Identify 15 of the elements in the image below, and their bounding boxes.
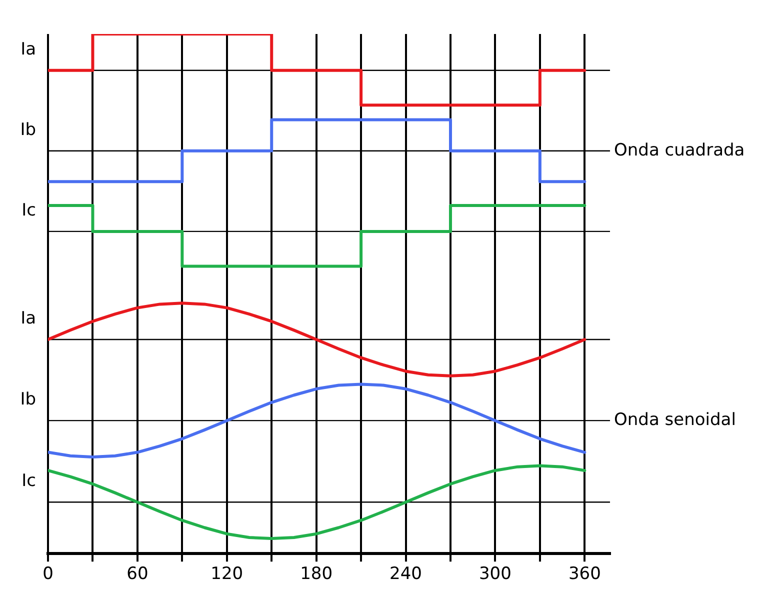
text: Onda senoidal <box>614 410 736 430</box>
ref-line-label: Ic <box>22 200 36 220</box>
x-tick-label: 60 <box>126 564 148 584</box>
ref-line-label: Ia <box>20 308 36 328</box>
x-tick-label: 360 <box>568 564 601 584</box>
x-tick-label: 180 <box>300 564 333 584</box>
ref-line-label: Ib <box>20 120 36 140</box>
x-tick-label: 300 <box>478 564 512 584</box>
x-tick-label: 120 <box>210 564 244 584</box>
ref-line-label: Ia <box>20 39 36 60</box>
ref-line-label: Ic <box>22 471 36 492</box>
text: Onda cuadrada <box>614 140 745 160</box>
x-tick-label: 0 <box>42 564 54 584</box>
x-tick-label: 240 <box>390 564 422 584</box>
ref-line-label: Ib <box>20 390 36 410</box>
